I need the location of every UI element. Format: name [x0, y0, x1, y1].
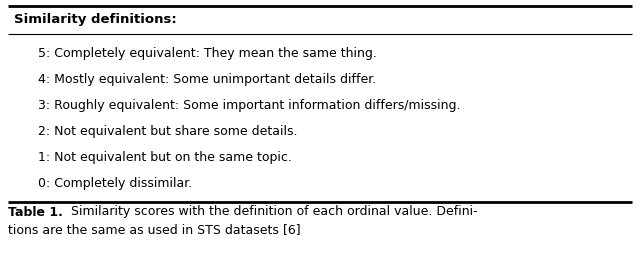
Text: Similarity definitions:: Similarity definitions: [14, 14, 177, 27]
Text: Table 1.: Table 1. [8, 206, 63, 219]
Text: 5: Completely equivalent: They mean the same thing.: 5: Completely equivalent: They mean the … [38, 47, 377, 59]
Text: 0: Completely dissimilar.: 0: Completely dissimilar. [38, 176, 192, 189]
Text: 1: Not equivalent but on the same topic.: 1: Not equivalent but on the same topic. [38, 151, 292, 164]
Text: 3: Roughly equivalent: Some important information differs/missing.: 3: Roughly equivalent: Some important in… [38, 99, 461, 112]
Text: 4: Mostly equivalent: Some unimportant details differ.: 4: Mostly equivalent: Some unimportant d… [38, 72, 376, 86]
Text: Similarity scores with the definition of each ordinal value. Defini-: Similarity scores with the definition of… [55, 206, 477, 219]
Text: 2: Not equivalent but share some details.: 2: Not equivalent but share some details… [38, 124, 298, 137]
Text: tions are the same as used in STS datasets [6]: tions are the same as used in STS datase… [8, 223, 301, 237]
